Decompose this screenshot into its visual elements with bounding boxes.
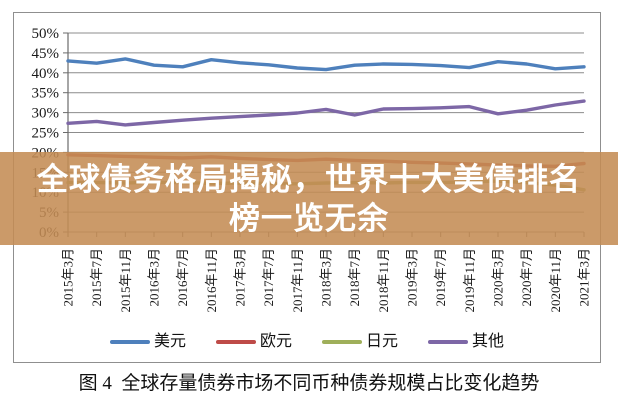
- x-axis-label: 2021年3月: [577, 248, 592, 307]
- legend-item-日元: 日元: [322, 334, 398, 350]
- x-axis-label: 2019年7月: [433, 248, 448, 307]
- legend-item-美元: 美元: [109, 333, 186, 350]
- x-axis-label: 2016年11月: [204, 248, 219, 313]
- legend-label: 美元: [153, 333, 186, 350]
- x-axis-label: 2019年3月: [405, 248, 420, 307]
- x-axis-label: 2017年3月: [233, 248, 248, 307]
- banner-title-line2: 榜一览无余: [229, 200, 389, 236]
- legend-item-欧元: 欧元: [215, 333, 292, 350]
- overlay-banner: 全球债务格局揭秘，世界十大美债排名 榜一览无余: [0, 152, 618, 245]
- y-axis-label: 50%: [32, 26, 60, 42]
- x-axis-label: 2017年11月: [290, 248, 305, 313]
- legend-label: 其他: [472, 333, 505, 350]
- legend-item-其他: 其他: [428, 334, 504, 350]
- legend-swatch-icon: [215, 340, 256, 344]
- x-axis-label: 2020年7月: [519, 248, 534, 307]
- x-axis-label: 2018年7月: [347, 248, 362, 307]
- y-axis-label: 40%: [32, 66, 60, 82]
- x-axis-label: 2020年11月: [548, 248, 563, 313]
- x-axis-label: 2015年7月: [89, 248, 104, 307]
- figure-caption: 图 4 全球存量债券市场不同币种债券规模占比变化趋势: [78, 372, 540, 394]
- y-axis-label: 35%: [32, 86, 60, 102]
- legend-label: 日元: [366, 333, 399, 350]
- legend-swatch-icon: [109, 340, 150, 344]
- x-axis-label: 2017年7月: [261, 248, 276, 307]
- x-axis-label: 2015年11月: [118, 248, 133, 313]
- x-axis-label: 2020年3月: [491, 248, 506, 307]
- x-axis-label: 2018年11月: [376, 248, 391, 313]
- series-line-美元: [66, 57, 586, 72]
- x-axis-label: 2018年3月: [319, 248, 334, 307]
- x-axis-label: 2015年3月: [61, 248, 76, 307]
- x-axis-label: 2016年7月: [175, 248, 190, 307]
- legend-swatch-icon: [428, 340, 469, 344]
- x-axis-label: 2019年11月: [462, 248, 477, 313]
- chart-legend: 美元 欧元 日元 其他: [14, 331, 600, 353]
- banner-title-line1: 全球债务格局揭秘，世界十大美债排名: [37, 161, 581, 197]
- series-line-其他: [66, 99, 586, 127]
- legend-label: 欧元: [259, 333, 292, 350]
- x-axis-label: 2016年3月: [147, 248, 162, 307]
- y-axis-label: 30%: [32, 106, 60, 122]
- legend-swatch-icon: [322, 340, 362, 344]
- y-axis-label: 45%: [32, 46, 60, 62]
- y-axis-label: 25%: [32, 126, 60, 142]
